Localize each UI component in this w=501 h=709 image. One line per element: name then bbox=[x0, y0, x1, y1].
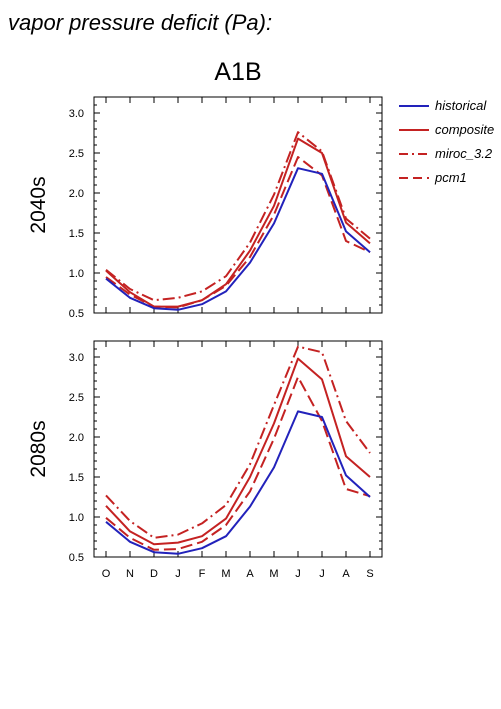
legend: historical composite miroc_3.2 pcm1 bbox=[399, 98, 494, 185]
y-tick-label: 1.0 bbox=[69, 512, 84, 524]
x-tick-label: J bbox=[295, 568, 301, 580]
figure-heading: vapor pressure deficit (Pa): bbox=[8, 10, 272, 35]
x-tick-label: N bbox=[126, 568, 134, 580]
series-line-miroc-3-2 bbox=[105, 345, 371, 539]
x-tick-label: J bbox=[175, 568, 181, 580]
series-line-composite bbox=[105, 357, 371, 546]
series-group bbox=[105, 345, 371, 555]
series-line-pcm1 bbox=[105, 376, 371, 551]
y-tick-label: 2.5 bbox=[69, 148, 84, 160]
scenario-title: A1B bbox=[214, 58, 261, 86]
x-tick-label: M bbox=[221, 568, 230, 580]
x-tick-label: J bbox=[319, 568, 325, 580]
x-tick-label: A bbox=[246, 568, 254, 580]
x-tick-label: A bbox=[342, 568, 350, 580]
panel-2040s: 2040s 0.5 1.0 1.5 2.0 2.5 3.0 bbox=[27, 96, 383, 320]
series-line-historical bbox=[105, 410, 371, 555]
panel-frame bbox=[93, 96, 383, 314]
row-label-2040s: 2040s bbox=[27, 176, 50, 233]
y-tick-label: 2.0 bbox=[69, 188, 84, 200]
y-tick-label: 0.5 bbox=[69, 552, 84, 564]
y-tick-label: 2.0 bbox=[69, 432, 84, 444]
y-tick-label: 1.5 bbox=[69, 472, 84, 484]
legend-label: composite bbox=[435, 122, 494, 137]
tick-group: 0.5 1.0 1.5 2.0 2.5 3.0 O N D J F M A M J J A S bbox=[69, 340, 382, 580]
y-tick-label: 3.0 bbox=[69, 352, 84, 364]
legend-label: historical bbox=[435, 98, 487, 113]
panel-frame bbox=[93, 340, 383, 558]
tick-group: 0.5 1.0 1.5 2.0 2.5 3.0 bbox=[69, 96, 382, 320]
x-tick-label: F bbox=[199, 568, 206, 580]
y-tick-label: 3.0 bbox=[69, 108, 84, 120]
y-tick-label: 0.5 bbox=[69, 308, 84, 320]
x-tick-label: M bbox=[269, 568, 278, 580]
y-tick-label: 1.0 bbox=[69, 268, 84, 280]
legend-label: miroc_3.2 bbox=[435, 146, 493, 161]
x-tick-label: D bbox=[150, 568, 158, 580]
panel-2080s: 2080s 0.5 1.0 1.5 2.0 2.5 3.0 O N D J F M A M J J A S bbox=[27, 340, 383, 580]
series-line-miroc-3-2 bbox=[105, 131, 371, 302]
row-label-2080s: 2080s bbox=[27, 420, 50, 477]
y-tick-label: 1.5 bbox=[69, 228, 84, 240]
x-tick-label: O bbox=[102, 568, 111, 580]
series-line-composite bbox=[105, 137, 371, 308]
legend-label: pcm1 bbox=[434, 170, 467, 185]
y-tick-label: 2.5 bbox=[69, 392, 84, 404]
series-group bbox=[105, 131, 371, 311]
series-line-historical bbox=[105, 167, 371, 311]
x-tick-label: S bbox=[366, 568, 373, 580]
